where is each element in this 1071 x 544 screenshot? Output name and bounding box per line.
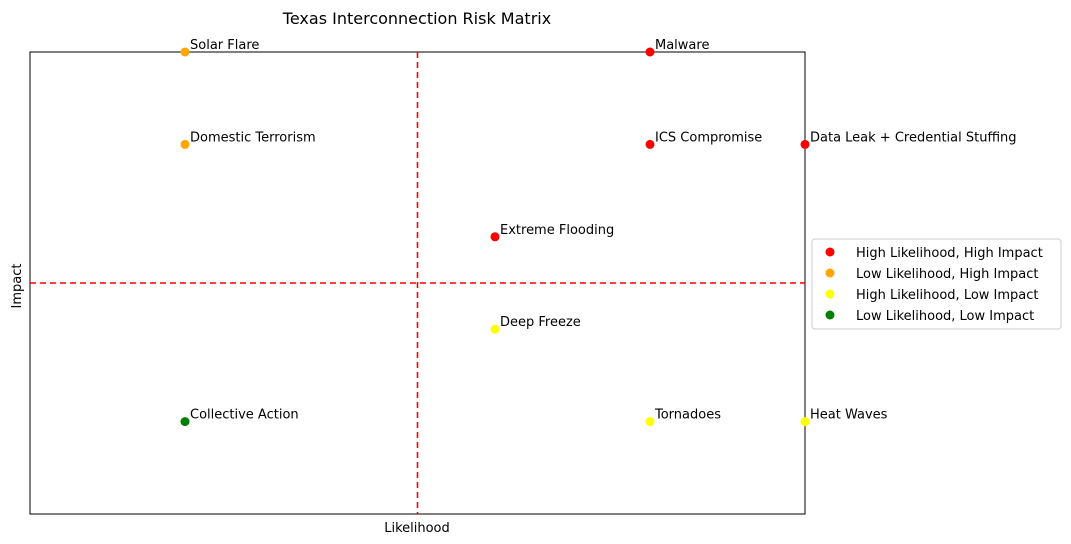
legend-box: [811, 238, 1062, 330]
data-point: [490, 232, 500, 242]
chart-title: Texas Interconnection Risk Matrix: [282, 9, 551, 28]
data-point-label: Collective Action: [190, 408, 299, 423]
legend-entry-label: Low Likelihood, Low Impact: [856, 309, 1034, 324]
data-point-label: Data Leak + Credential Stuffing: [810, 130, 1017, 145]
legend-entry-label: Low Likelihood, High Impact: [856, 267, 1039, 282]
data-point-label: Extreme Flooding: [500, 223, 614, 238]
data-point-label: Heat Waves: [810, 408, 888, 423]
data-point-label: ICS Compromise: [655, 130, 762, 145]
legend-marker: [825, 289, 835, 299]
data-point: [180, 47, 190, 57]
data-point: [645, 47, 655, 57]
data-points: Solar Flare Malware Domestic Terrorism ICS …: [180, 38, 1017, 427]
legend-entry-label: High Likelihood, High Impact: [856, 246, 1043, 261]
data-point-label: Deep Freeze: [500, 315, 581, 330]
data-point-label: Domestic Terrorism: [190, 130, 316, 145]
plot-area: Solar Flare Malware Domestic Terrorism ICS …: [29, 38, 1017, 515]
x-axis-label: Likelihood: [384, 521, 450, 536]
data-point: [180, 417, 190, 427]
data-point-label: Tornadoes: [654, 408, 721, 423]
legend: High Likelihood, High Impact Low Likeliho…: [811, 238, 1062, 330]
data-point: [645, 139, 655, 149]
data-point: [490, 324, 500, 334]
data-point-label: Malware: [655, 38, 709, 53]
legend-marker: [825, 247, 835, 257]
data-point-label: Solar Flare: [190, 38, 259, 53]
data-point: [800, 139, 810, 149]
data-point: [800, 417, 810, 427]
y-axis-label: Impact: [10, 264, 25, 309]
legend-marker: [825, 310, 835, 320]
data-point: [180, 139, 190, 149]
data-point: [645, 417, 655, 427]
legend-entry-label: High Likelihood, Low Impact: [856, 288, 1039, 303]
legend-marker: [825, 268, 835, 278]
